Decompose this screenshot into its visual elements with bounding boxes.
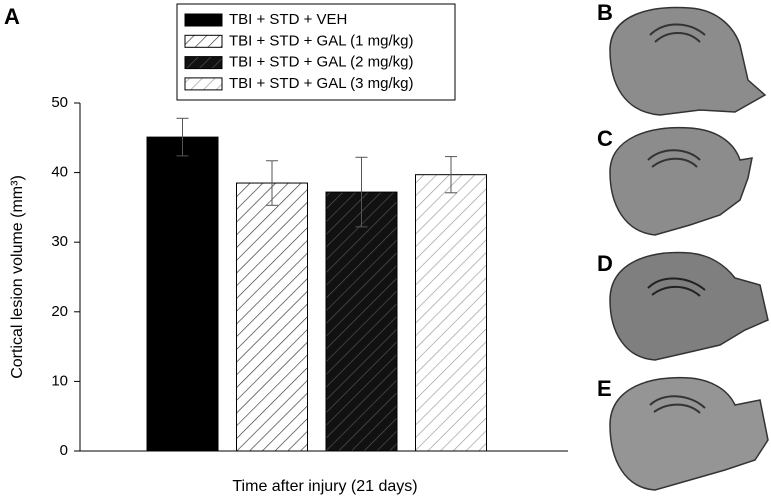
y-tick-label: 20 bbox=[51, 303, 68, 320]
brain-section bbox=[609, 6, 767, 116]
legend-swatch bbox=[184, 13, 223, 27]
brain-section bbox=[609, 126, 753, 236]
bar bbox=[236, 182, 308, 452]
panel-label: A bbox=[4, 4, 20, 29]
brain-images bbox=[609, 6, 769, 491]
legend-swatch bbox=[184, 77, 223, 91]
panel-label: B bbox=[597, 0, 613, 25]
bar bbox=[415, 174, 487, 452]
x-axis-label: Time after injury (21 days) bbox=[232, 478, 417, 495]
legend-swatch bbox=[184, 56, 223, 70]
legend-label: TBI + STD + VEH bbox=[229, 11, 347, 28]
panel-label: E bbox=[597, 376, 612, 401]
legend-label: TBI + STD + GAL (1 mg/kg) bbox=[229, 32, 414, 49]
brain-section bbox=[609, 376, 769, 491]
y-tick-label: 10 bbox=[51, 372, 68, 389]
y-tick-label: 50 bbox=[51, 94, 68, 111]
bar bbox=[325, 191, 398, 452]
legend-box bbox=[176, 3, 456, 101]
panel-label: D bbox=[597, 251, 613, 276]
legend-label: TBI + STD + GAL (3 mg/kg) bbox=[229, 75, 414, 92]
brain-section bbox=[609, 251, 769, 361]
legend-swatch bbox=[184, 34, 223, 48]
y-tick-label: 0 bbox=[60, 442, 68, 459]
legend-label: TBI + STD + GAL (2 mg/kg) bbox=[229, 54, 414, 71]
y-tick-label: 30 bbox=[51, 233, 68, 250]
y-tick-label: 40 bbox=[51, 164, 68, 181]
y-axis-label: Cortical lesion volume (mm³) bbox=[9, 175, 26, 379]
bar bbox=[146, 136, 219, 452]
panel-label: C bbox=[597, 126, 613, 151]
